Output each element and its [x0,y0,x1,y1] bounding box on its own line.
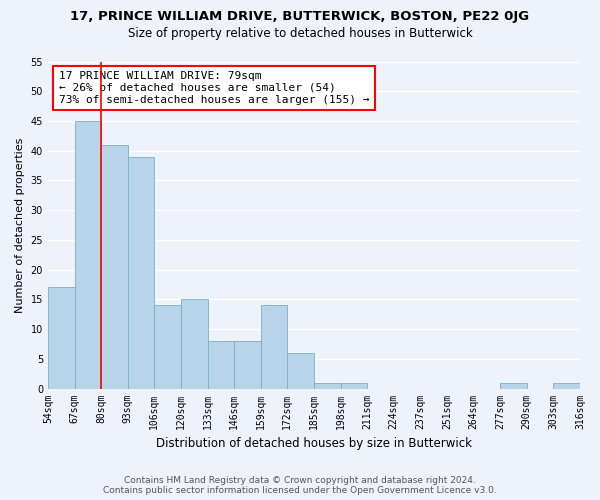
X-axis label: Distribution of detached houses by size in Butterwick: Distribution of detached houses by size … [156,437,472,450]
Bar [48,288,74,388]
Bar [314,382,341,388]
Text: 17 PRINCE WILLIAM DRIVE: 79sqm
← 26% of detached houses are smaller (54)
73% of : 17 PRINCE WILLIAM DRIVE: 79sqm ← 26% of … [59,72,369,104]
Bar [74,121,101,388]
Bar [208,341,234,388]
Bar [181,300,208,388]
Bar [101,145,128,388]
Bar [287,353,314,388]
Text: Contains HM Land Registry data © Crown copyright and database right 2024.
Contai: Contains HM Land Registry data © Crown c… [103,476,497,495]
Bar [500,382,527,388]
Bar [341,382,367,388]
Text: Size of property relative to detached houses in Butterwick: Size of property relative to detached ho… [128,28,472,40]
Bar [128,156,154,388]
Text: 17, PRINCE WILLIAM DRIVE, BUTTERWICK, BOSTON, PE22 0JG: 17, PRINCE WILLIAM DRIVE, BUTTERWICK, BO… [70,10,530,23]
Bar [261,306,287,388]
Bar [553,382,580,388]
Bar [154,306,181,388]
Y-axis label: Number of detached properties: Number of detached properties [15,138,25,312]
Bar [234,341,261,388]
